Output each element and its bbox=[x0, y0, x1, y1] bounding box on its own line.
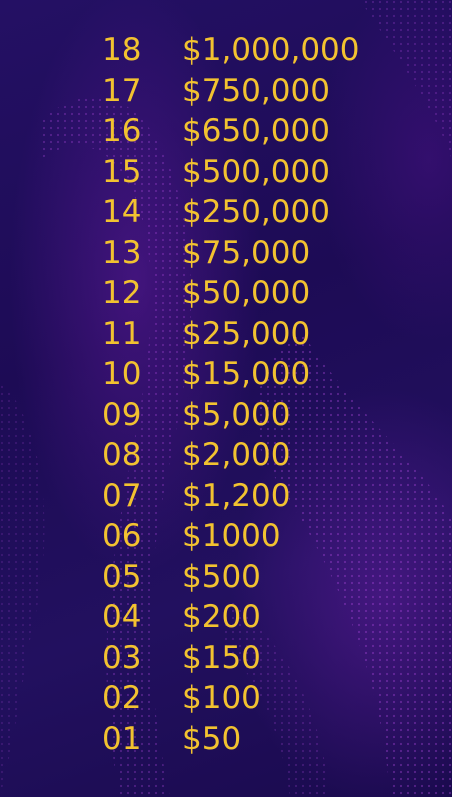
rung-number: 14 bbox=[102, 194, 142, 230]
rung-prize-amount: $5,000 bbox=[182, 396, 291, 433]
rung-prize-amount: $1,000,000 bbox=[182, 32, 360, 68]
ladder-rung: 01 $50 bbox=[102, 719, 360, 760]
rung-number: 09 bbox=[102, 396, 142, 433]
rung-prize-amount: $50 bbox=[182, 720, 242, 757]
ladder-rung: 05 $500 bbox=[102, 557, 360, 598]
rung-prize-amount: $250,000 bbox=[182, 194, 330, 230]
rung-prize-amount: $200 bbox=[182, 599, 261, 635]
ladder-rung: 18 $1,000,000 bbox=[102, 30, 360, 71]
rung-prize-amount: $650,000 bbox=[182, 113, 330, 149]
ladder-rung: 06 $1000 bbox=[102, 516, 360, 557]
rung-prize-amount: $150 bbox=[182, 639, 261, 676]
rung-prize-amount: $750,000 bbox=[182, 72, 330, 109]
rung-prize-amount: $500,000 bbox=[182, 153, 330, 190]
ladder-rung: 15 $500,000 bbox=[102, 152, 360, 193]
rung-prize-amount: $500 bbox=[182, 558, 261, 595]
rung-number: 02 bbox=[102, 680, 142, 716]
rung-number: 01 bbox=[102, 720, 142, 757]
ladder-rung: 14 $250,000 bbox=[102, 192, 360, 233]
ladder-rung: 04 $200 bbox=[102, 597, 360, 638]
ladder-rung: 07 $1,200 bbox=[102, 476, 360, 517]
rung-number: 04 bbox=[102, 599, 142, 635]
ladder-rung: 12 $50,000 bbox=[102, 273, 360, 314]
ladder-rung: 08 $2,000 bbox=[102, 435, 360, 476]
rung-number: 11 bbox=[102, 315, 142, 352]
ladder-rung: 02 $100 bbox=[102, 678, 360, 719]
ladder-rung: 09 $5,000 bbox=[102, 395, 360, 436]
rung-number: 03 bbox=[102, 639, 142, 676]
ladder-rung: 11 $25,000 bbox=[102, 314, 360, 355]
rung-number: 16 bbox=[102, 113, 142, 149]
rung-number: 07 bbox=[102, 477, 142, 514]
rung-number: 06 bbox=[102, 518, 142, 554]
ladder-rung: 13 $75,000 bbox=[102, 233, 360, 274]
rung-prize-amount: $75,000 bbox=[182, 234, 311, 271]
rung-prize-amount: $50,000 bbox=[182, 275, 311, 311]
rung-number: 15 bbox=[102, 153, 142, 190]
prize-ladder-list: 18 $1,000,000 17 $750,000 16 $650,000 15 $500,0… bbox=[102, 30, 360, 759]
rung-prize-amount: $1000 bbox=[182, 518, 281, 554]
rung-number: 08 bbox=[102, 437, 142, 473]
rung-number: 05 bbox=[102, 558, 142, 595]
rung-prize-amount: $25,000 bbox=[182, 315, 311, 352]
ladder-rung: 16 $650,000 bbox=[102, 111, 360, 152]
ladder-rung: 03 $150 bbox=[102, 638, 360, 679]
ladder-rung: 17 $750,000 bbox=[102, 71, 360, 112]
rung-prize-amount: $15,000 bbox=[182, 356, 311, 392]
rung-number: 17 bbox=[102, 72, 142, 109]
ladder-rung: 10 $15,000 bbox=[102, 354, 360, 395]
rung-prize-amount: $1,200 bbox=[182, 477, 291, 514]
rung-number: 12 bbox=[102, 275, 142, 311]
rung-prize-amount: $100 bbox=[182, 680, 261, 716]
rung-number: 10 bbox=[102, 356, 142, 392]
rung-number: 13 bbox=[102, 234, 142, 271]
rung-prize-amount: $2,000 bbox=[182, 437, 291, 473]
rung-number: 18 bbox=[102, 32, 142, 68]
